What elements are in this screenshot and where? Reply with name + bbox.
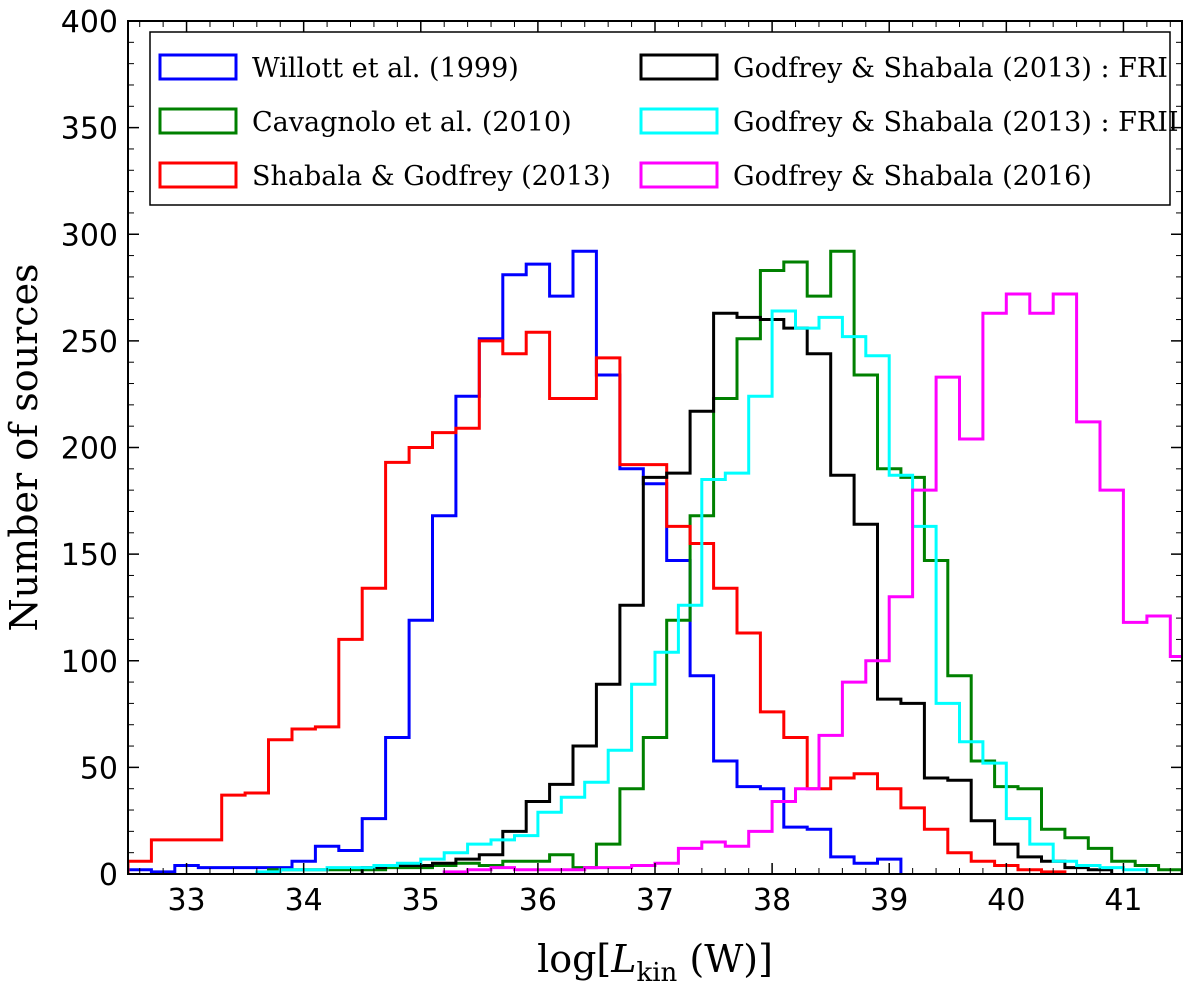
tick-labels: 33 34 35 36 37 38 39 40 41 0 50 100 150 200 250 300 350 4… [61,5,1143,918]
ticks-layer [128,20,1182,875]
x-tick-label: 38 [753,883,791,918]
x-tick-label: 36 [519,883,557,918]
legend-label-1: Cavagnolo et al. (2010) [252,107,572,138]
x-axis-title: log[Lkin (W)] [537,937,773,988]
legend-label-2: Shabala & Godfrey (2013) [252,161,611,192]
series-2-histogram [128,330,1067,874]
legend-swatch-1 [158,107,238,135]
y-tick-label: 300 [61,218,118,253]
legend-label-5: Godfrey & Shabala (2016) [733,161,1092,192]
legend-swatch-3 [639,53,719,81]
series-5-histogram [442,292,1182,874]
x-tick-label: 35 [402,883,440,918]
legend-swatch-0 [158,53,238,81]
y-tick-label: 100 [61,645,118,680]
y-tick-label: 200 [61,432,118,467]
series-0-histogram [128,249,903,874]
y-tick-label: 50 [80,751,118,786]
legend-box [149,31,1171,206]
y-tick-label: 250 [61,325,118,360]
legend-swatch-4 [639,107,719,135]
y-axis-title: Number of sources [2,263,46,631]
x-axis-title-prefix: log[ [537,937,611,981]
series-3-histogram [360,311,1114,874]
legend-label-3: Godfrey & Shabala (2013) : FRI [733,53,1168,84]
y-tick-label: 150 [61,538,118,573]
x-tick-label: 40 [987,883,1025,918]
series-layer [128,249,1182,874]
legend-swatch-2 [158,161,238,189]
x-axis-title-subscript: kin [636,958,677,988]
legend-label-4: Godfrey & Shabala (2013) : FRII [733,107,1179,138]
series-4-histogram [255,309,1149,874]
x-tick-label: 39 [870,883,908,918]
y-tick-label: 0 [99,858,118,893]
x-tick-label: 41 [1104,883,1142,918]
x-axis-title-symbol: L [610,937,636,981]
y-tick-label: 350 [61,112,118,147]
x-axis-title-suffix: (W)] [677,937,773,981]
legend-swatch-5 [639,161,719,189]
x-tick-label: 33 [167,883,205,918]
x-tick-label: 37 [636,883,674,918]
legend: Willott et al. (1999) Cavagnolo et al. (2… [149,31,1179,206]
x-tick-label: 34 [285,883,323,918]
legend-label-0: Willott et al. (1999) [252,53,519,84]
y-tick-label: 400 [61,5,118,40]
series-1-histogram [267,249,1182,874]
